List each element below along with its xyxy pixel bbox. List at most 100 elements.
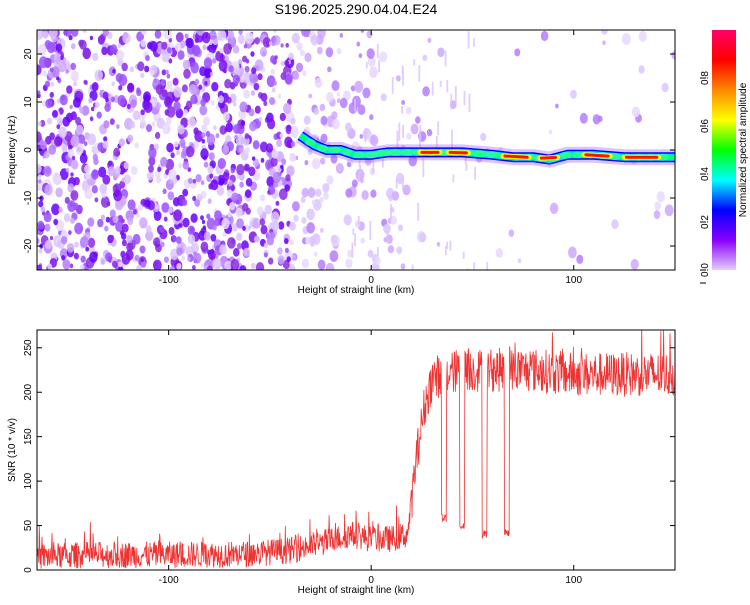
y-tick-label: 0 bbox=[23, 567, 34, 573]
speckle-mark bbox=[50, 68, 54, 73]
speckle-mark bbox=[58, 207, 63, 213]
speckle-mark bbox=[202, 220, 205, 224]
speckle-mark bbox=[110, 44, 117, 53]
speckle-mark bbox=[639, 31, 647, 42]
speckle-mark bbox=[47, 118, 52, 125]
speckle-mark bbox=[90, 116, 94, 121]
speckle-mark bbox=[183, 245, 187, 250]
ridge-blob bbox=[342, 149, 353, 156]
speckle-mark bbox=[213, 125, 217, 130]
speckle-mark bbox=[322, 183, 329, 193]
speckle-mark bbox=[182, 199, 187, 206]
speckle-mark bbox=[141, 109, 145, 115]
speckle-mark bbox=[280, 165, 284, 170]
speckle-mark bbox=[213, 225, 217, 231]
speckle-mark bbox=[254, 236, 259, 243]
speckle-mark bbox=[292, 33, 300, 44]
speckle-mark bbox=[82, 48, 91, 60]
speckle-mark bbox=[186, 146, 194, 157]
speckle-mark bbox=[306, 209, 315, 221]
streak-mark bbox=[402, 179, 404, 189]
speckle-mark bbox=[53, 219, 58, 225]
speckle-mark bbox=[71, 27, 78, 37]
speckle-mark bbox=[47, 263, 52, 269]
speckle-mark bbox=[284, 238, 289, 244]
streak-mark bbox=[418, 65, 420, 82]
y-tick-label: 0 bbox=[23, 147, 34, 153]
ridge-blob bbox=[328, 147, 341, 154]
speckle-mark bbox=[118, 74, 127, 86]
speckle-mark bbox=[427, 129, 433, 136]
speckle-mark bbox=[70, 190, 78, 201]
speckle-mark bbox=[68, 230, 72, 235]
streak-mark bbox=[402, 69, 404, 86]
speckle-mark bbox=[555, 104, 559, 109]
speckle-mark bbox=[280, 113, 286, 121]
speckle-mark bbox=[281, 61, 285, 67]
streak-mark bbox=[440, 81, 442, 87]
speckle-mark bbox=[70, 172, 73, 177]
speckle-mark bbox=[201, 242, 209, 252]
speckle-mark bbox=[662, 83, 669, 92]
speckle-mark bbox=[244, 44, 247, 48]
speckle-mark bbox=[173, 209, 182, 221]
streak-mark bbox=[464, 91, 466, 105]
speckle-mark bbox=[66, 168, 69, 173]
speckle-mark bbox=[193, 179, 196, 184]
speckle-mark bbox=[152, 121, 156, 126]
speckle-mark bbox=[155, 132, 160, 139]
speckle-mark bbox=[332, 80, 340, 91]
ridge-blob bbox=[305, 139, 316, 146]
streak-mark bbox=[437, 121, 439, 135]
speckle-mark bbox=[437, 48, 444, 58]
speckle-mark bbox=[318, 260, 326, 270]
speckle-mark bbox=[56, 43, 62, 52]
speckle-mark bbox=[74, 253, 79, 260]
speckle-mark bbox=[38, 179, 41, 183]
speckle-mark bbox=[242, 83, 246, 89]
speckle-mark bbox=[256, 262, 264, 273]
speckle-mark bbox=[580, 113, 588, 124]
speckle-mark bbox=[285, 174, 290, 181]
y-axis-label: Frequency (Hz) bbox=[7, 116, 18, 185]
speckle-mark bbox=[222, 145, 229, 154]
speckle-mark bbox=[249, 109, 255, 117]
speckle-mark bbox=[370, 168, 376, 176]
speckle-mark bbox=[302, 71, 306, 77]
speckle-mark bbox=[480, 133, 486, 141]
speckle-mark bbox=[345, 188, 352, 197]
speckle-mark bbox=[622, 33, 631, 45]
streak-mark bbox=[396, 179, 398, 189]
speckle-mark bbox=[182, 84, 188, 92]
speckle-mark bbox=[183, 109, 188, 116]
speckle-mark bbox=[122, 63, 128, 72]
speckle-mark bbox=[163, 189, 167, 195]
speckle-mark bbox=[401, 100, 405, 105]
speckle-mark bbox=[88, 98, 92, 104]
speckle-mark bbox=[126, 250, 134, 261]
speckle-mark bbox=[168, 169, 176, 180]
speckle-mark bbox=[52, 110, 58, 118]
speckle-mark bbox=[264, 252, 268, 257]
speckle-mark bbox=[174, 141, 179, 147]
speckle-mark bbox=[155, 205, 159, 210]
speckle-mark bbox=[354, 81, 363, 93]
speckle-mark bbox=[154, 211, 162, 221]
speckle-mark bbox=[309, 236, 315, 244]
speckle-mark bbox=[209, 152, 215, 160]
speckle-mark bbox=[37, 221, 44, 230]
streak-mark bbox=[358, 216, 360, 224]
speckle-mark bbox=[291, 141, 295, 147]
speckle-mark bbox=[153, 260, 162, 272]
streak-mark bbox=[387, 231, 389, 244]
speckle-mark bbox=[161, 42, 167, 50]
speckle-mark bbox=[368, 250, 374, 258]
speckle-mark bbox=[91, 107, 94, 112]
speckle-mark bbox=[63, 144, 67, 150]
speckle-mark bbox=[62, 259, 70, 270]
speckle-mark bbox=[40, 140, 47, 149]
speckle-mark bbox=[235, 208, 242, 218]
speckle-mark bbox=[110, 210, 116, 218]
speckle-mark bbox=[302, 259, 309, 269]
speckle-mark bbox=[518, 258, 522, 263]
